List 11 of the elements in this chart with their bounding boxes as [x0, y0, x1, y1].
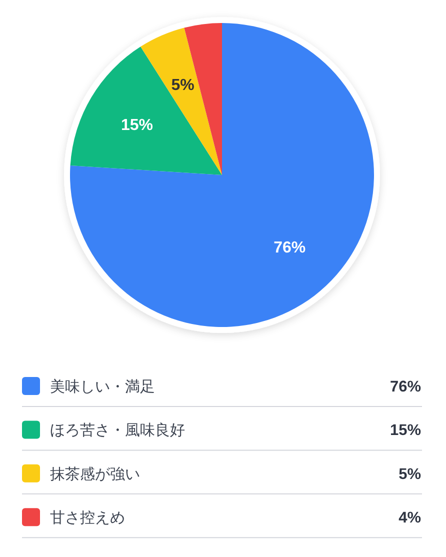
data-label: 15% — [120, 117, 153, 134]
text: 15% — [390, 422, 421, 440]
legend-label: 抹茶感が強い — [50, 466, 140, 483]
legend-label: 美味しい・満足 — [50, 378, 155, 396]
data-label: 4% — [398, 510, 422, 527]
text: 5% — [398, 466, 421, 483]
data-label: 76% — [274, 240, 306, 257]
text: 76% — [390, 378, 421, 396]
legend-label: 甘さ控えめ — [50, 510, 125, 527]
data-label: 5% — [171, 76, 194, 94]
legend-label: ほろ苦さ・風味良好 — [50, 422, 185, 440]
